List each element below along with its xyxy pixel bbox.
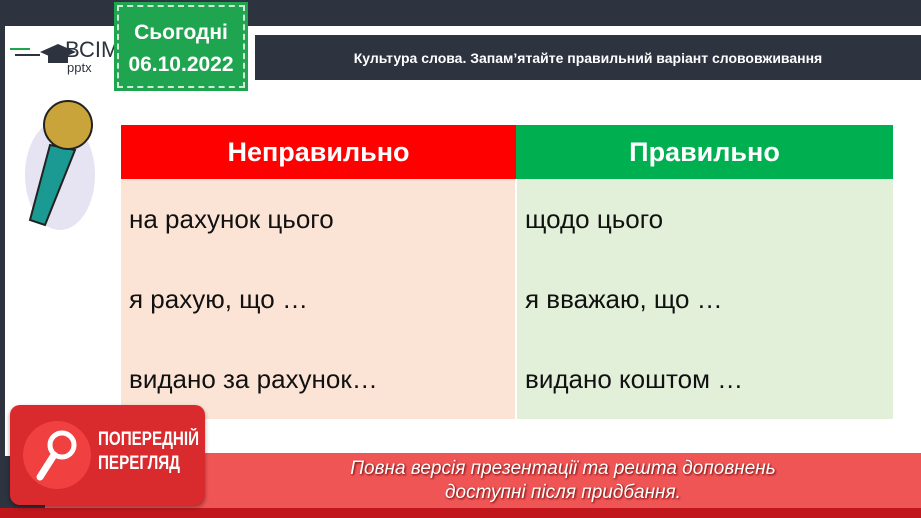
notice-line-1: Повна версія презентації та решта доповн… <box>350 458 776 479</box>
right-cell: видано коштом … <box>516 339 893 419</box>
table-row: я рахую, що … я вважаю, що … <box>121 259 893 339</box>
bottom-strip <box>0 508 921 518</box>
graduation-cap-icon <box>10 44 76 63</box>
header-wrong: Неправильно <box>121 125 516 179</box>
preview-line-1: ПОПЕРЕДНІЙ <box>98 429 200 450</box>
date: 06.10.2022 <box>128 53 234 76</box>
right-cell: щодо цього <box>516 179 893 259</box>
today-label: Сьогодні <box>134 21 228 44</box>
date-sticker: Сьогодні 06.10.2022 <box>114 2 248 91</box>
wrong-cell: я рахую, що … <box>121 259 517 339</box>
table-row: видано за рахунок… видано коштом … <box>121 339 893 419</box>
preview-label: ПОПЕРЕДНІЙ ПЕРЕГЛЯД <box>98 428 199 476</box>
preview-line-2: ПЕРЕГЛЯД <box>98 453 180 474</box>
microphone-icon <box>25 100 95 230</box>
header-right: Правильно <box>516 125 893 179</box>
magnifier-icon <box>23 421 91 489</box>
right-cell: я вважаю, що … <box>516 259 893 339</box>
notice-line-2: доступні після придбання. <box>445 482 681 503</box>
purchase-notice: Повна версія презентації та решта доповн… <box>205 457 921 505</box>
logo-sub: pptx <box>67 60 92 75</box>
table-row: на рахунок цього щодо цього <box>121 179 893 259</box>
logo-name: ВСІМ <box>65 37 120 62</box>
wrong-cell: на рахунок цього <box>121 179 517 259</box>
word-usage-table: Неправильно Правильно на рахунок цього щод… <box>121 125 893 419</box>
slide-title: Культура слова. Запам’ятайте правильний … <box>255 35 921 80</box>
